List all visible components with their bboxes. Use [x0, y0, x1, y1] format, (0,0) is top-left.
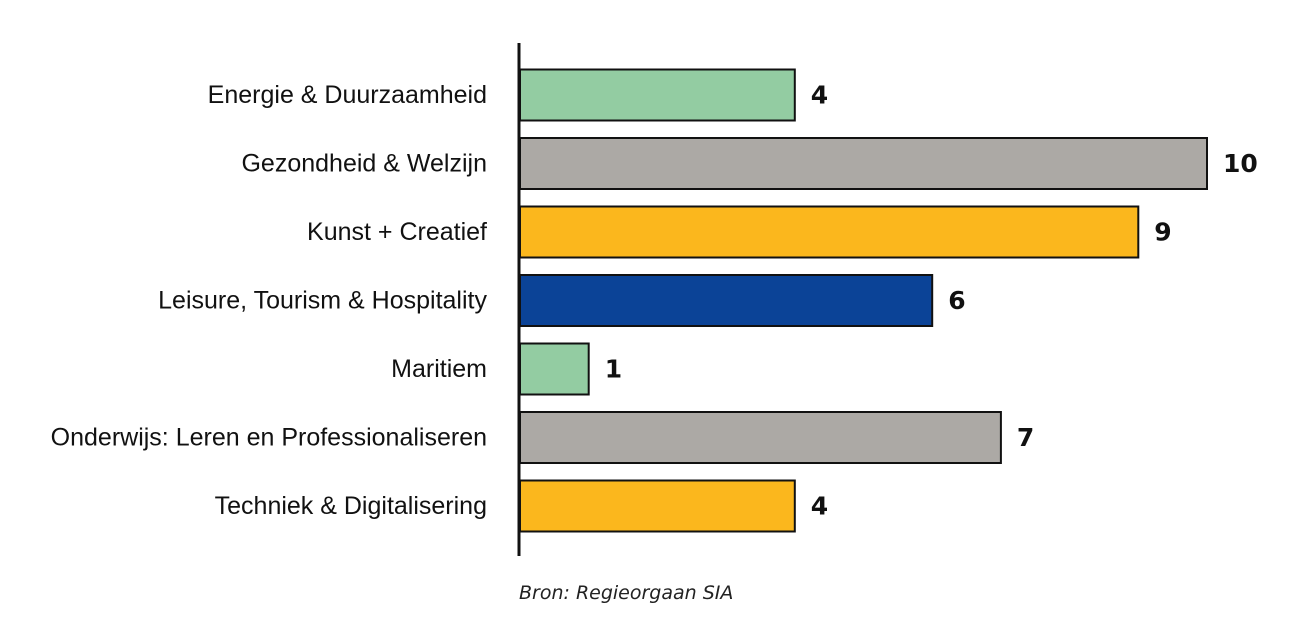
source-note: Bron: Regieorgaan SIA — [519, 582, 733, 604]
bar-3 — [519, 274, 934, 327]
value-label-1: 10 — [1223, 149, 1258, 178]
category-label-1: Gezondheid & Welzijn — [241, 150, 487, 178]
category-label-2: Kunst + Creatief — [307, 218, 487, 246]
value-label-5: 7 — [1017, 423, 1034, 452]
category-label-4: Maritiem — [391, 355, 487, 383]
bar-4 — [519, 342, 590, 396]
value-label-3: 6 — [948, 286, 965, 315]
bar-5 — [519, 411, 1002, 464]
value-label-0: 4 — [811, 81, 828, 110]
bar-1 — [519, 137, 1208, 190]
category-label-3: Leisure, Tourism & Hospitality — [158, 287, 487, 315]
bars-group: Energie & Duurzaamheid 4 Gezondheid & Welz… — [51, 68, 1258, 533]
bar-6 — [519, 479, 796, 533]
bar-2 — [519, 205, 1140, 259]
category-label-5: Onderwijs: Leren en Professionaliseren — [51, 424, 487, 452]
bar-0 — [519, 68, 796, 122]
value-label-4: 1 — [605, 355, 622, 384]
category-label-0: Energie & Duurzaamheid — [208, 81, 487, 109]
value-label-2: 9 — [1154, 218, 1171, 247]
category-label-6: Techniek & Digitalisering — [215, 492, 487, 520]
value-label-6: 4 — [811, 492, 828, 521]
